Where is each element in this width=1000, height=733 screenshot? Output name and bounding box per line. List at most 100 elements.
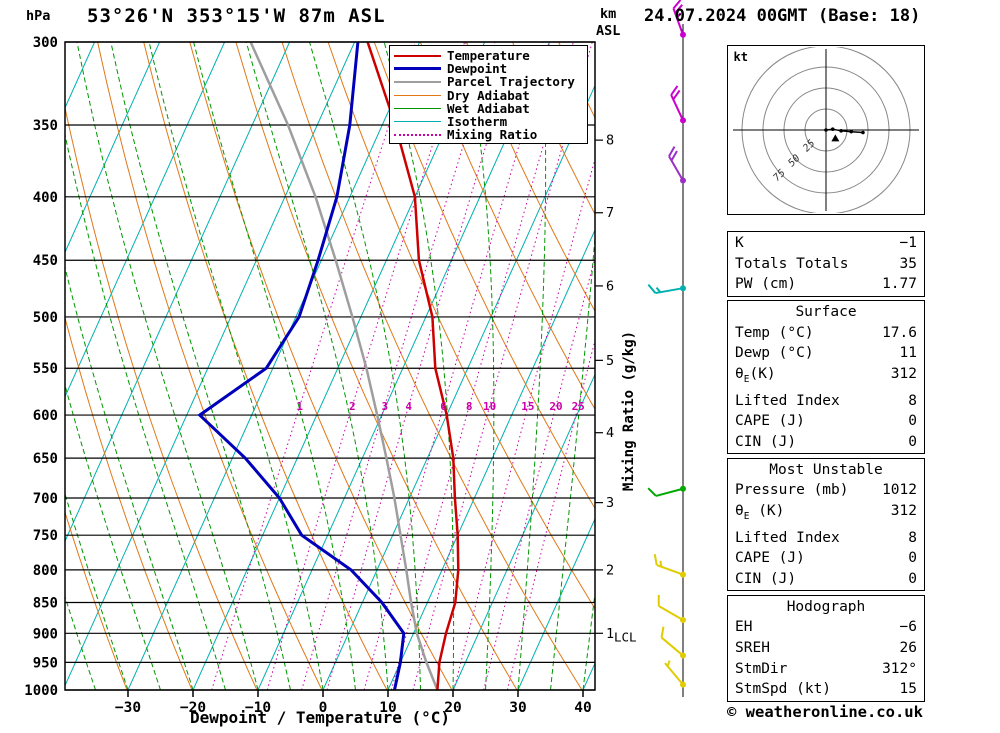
mixing-ratio-value-label: 15 — [521, 400, 534, 413]
stat-row: Lifted Index 8 — [735, 391, 917, 412]
stat-row: Pressure (mb) 1012 — [735, 480, 917, 501]
temperature-curve — [366, 42, 460, 690]
stat-row: EH −6 — [735, 617, 917, 638]
stat-label: θE (K) — [735, 503, 785, 522]
wind-barb — [653, 554, 684, 576]
legend-line-sample — [394, 94, 441, 96]
legend-item: Isotherm — [390, 115, 587, 128]
wet-adiabat-line — [110, 42, 291, 690]
wind-barb — [670, 85, 684, 121]
stat-label: Dewp (°C) — [735, 345, 814, 362]
legend-item-label: Dry Adiabat — [447, 87, 530, 103]
km-tick-label: 6 — [606, 278, 614, 294]
hodograph-point — [861, 130, 865, 135]
pressure-tick-label: 350 — [33, 118, 58, 134]
stat-value: −1 — [899, 235, 917, 251]
parcel-curve — [249, 42, 439, 690]
mixing-ratio-value-label: 6 — [440, 400, 447, 413]
hodograph-point — [830, 127, 835, 131]
stat-value: 15 — [899, 681, 917, 698]
stat-value: 11 — [899, 345, 917, 362]
stat-value: 17.6 — [882, 324, 917, 341]
stat-label: SREH — [735, 639, 770, 656]
stat-value: 0 — [908, 413, 917, 430]
mixing-ratio-value-label: 25 — [572, 400, 585, 413]
pressure-tick-label: 450 — [33, 253, 58, 269]
stat-value: 8 — [908, 392, 917, 409]
km-tick-label: 3 — [606, 495, 614, 511]
temp-tick-label: −10 — [245, 700, 271, 716]
legend-line-sample — [394, 133, 441, 136]
stats-table-header: Surface — [795, 304, 857, 321]
dry-adiabat-line — [419, 42, 595, 411]
dewpoint-curve — [197, 42, 406, 690]
wind-barb-dot — [680, 616, 686, 623]
hodograph-storm-marker — [831, 134, 840, 142]
stat-row: StmDir 312° — [735, 659, 917, 680]
legend-line-sample — [394, 67, 441, 71]
mixing-ratio-axis-title: Mixing Ratio (g/kg) — [621, 330, 637, 492]
mixing-ratio-value-label: 10 — [483, 400, 496, 413]
pressure-tick-label: 300 — [33, 35, 58, 51]
dry-adiabat-line — [65, 510, 128, 690]
mixing-ratio-value-label: 8 — [466, 400, 473, 413]
isotherm-line — [452, 373, 595, 690]
wet-adiabat-line — [383, 42, 455, 690]
stats-table-most-unstable: Most Unstable Pressure (mb) 1012 θE (K) 312 L… — [727, 457, 925, 592]
copyright-text: © weatheronline.co.uk — [727, 703, 923, 721]
stat-row: CAPE (J) 0 — [735, 548, 917, 569]
pressure-tick-label: 500 — [33, 310, 58, 326]
stat-label: StmSpd (kt) — [735, 681, 832, 698]
wind-barb-dot — [680, 571, 686, 578]
km-tick-label: 1 — [606, 626, 614, 642]
wind-barb-dot — [680, 681, 686, 688]
dry-adiabat-line — [465, 42, 595, 313]
wet-adiabat-line — [65, 383, 161, 690]
legend-line-sample — [394, 107, 441, 109]
wind-barb-dot — [680, 177, 686, 184]
stat-label: Lifted Index — [735, 529, 840, 546]
pressure-tick-label: 900 — [33, 626, 58, 642]
stat-row: Dewp (°C) 11 — [735, 343, 917, 364]
pressure-tick-label: 400 — [33, 190, 58, 206]
stats-table-surface: Surface Temp (°C) 17.6 Dewp (°C) 11 θE(K) 312 L… — [727, 300, 925, 455]
stat-value: 35 — [899, 255, 917, 272]
temp-tick-label: 0 — [319, 700, 328, 716]
stat-value: 312° — [882, 660, 917, 677]
stat-row: θE (K) 312 — [735, 501, 917, 527]
isotherm-line — [127, 42, 421, 690]
legend-item-label: Dewpoint — [447, 61, 508, 77]
temp-tick-label: −20 — [180, 700, 206, 716]
pressure-tick-label: 800 — [33, 563, 58, 579]
wind-barb-dot — [680, 117, 686, 124]
legend-item: Wet Adiabat — [390, 102, 587, 115]
legend-line-sample — [394, 54, 441, 57]
stats-table-header: Hodograph — [786, 598, 866, 615]
stat-label: StmDir — [735, 660, 788, 677]
stat-row: K −1 — [735, 233, 917, 254]
legend-line-sample — [394, 121, 441, 123]
mixing-ratio-value-label: 2 — [349, 400, 356, 413]
stat-row: Temp (°C) 17.6 — [735, 323, 917, 344]
isotherm-line — [65, 42, 356, 687]
km-tick-label: 2 — [606, 562, 614, 578]
stat-label: CAPE (J) — [735, 550, 805, 567]
isotherm-line — [517, 517, 595, 690]
stat-row: CIN (J) 0 — [735, 569, 917, 590]
stat-label: Totals Totals — [735, 255, 849, 272]
mixing-ratio-value-label: 1 — [296, 400, 303, 413]
lcl-label: LCL — [614, 629, 637, 644]
stats-tables: K −1 Totals Totals 35 PW (cm) 1.77 Surface Temp… — [727, 231, 925, 705]
km-tick-label: 8 — [606, 133, 614, 149]
temp-tick-label: 40 — [574, 700, 591, 716]
legend-item: Mixing Ratio — [390, 128, 587, 141]
stat-value: 0 — [908, 550, 917, 567]
stat-value: 1.77 — [882, 276, 917, 293]
stat-value: 8 — [908, 529, 917, 546]
wind-barb — [668, 146, 684, 181]
wind-barb-dot — [680, 652, 686, 659]
wet-adiabat-line — [76, 42, 259, 690]
datetime-title: 24.07.2024 00GMT (Base: 18) — [644, 6, 921, 26]
isotherm-line — [257, 42, 551, 690]
